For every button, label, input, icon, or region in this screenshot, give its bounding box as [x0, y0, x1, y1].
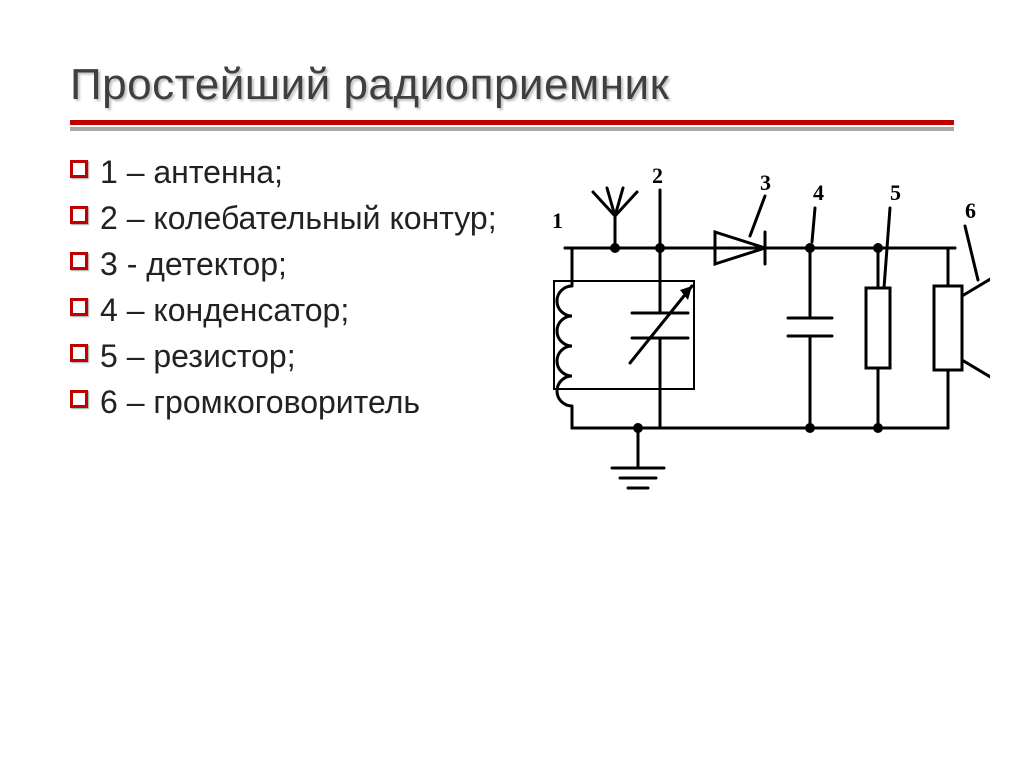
legend-text: 3 - детектор; — [100, 244, 287, 284]
legend-text: 1 – антенна; — [100, 152, 283, 192]
legend-text: 4 – конденсатор; — [100, 290, 349, 330]
title-underline — [70, 120, 954, 134]
list-item: 6 – громкоговоритель — [70, 382, 515, 422]
list-item: 4 – конденсатор; — [70, 290, 515, 330]
svg-text:6: 6 — [965, 198, 976, 223]
list-item: 5 – резистор; — [70, 336, 515, 376]
title-block: Простейший радиоприемник — [70, 60, 954, 134]
legend-text: 2 – колебательный контур; — [100, 198, 497, 238]
square-bullet-icon — [70, 252, 88, 270]
list-item: 1 – антенна; — [70, 152, 515, 192]
content: 1 – антенна; 2 – колебательный контур; 3… — [70, 152, 954, 428]
legend-text: 5 – резистор; — [100, 336, 296, 376]
svg-text:5: 5 — [890, 180, 901, 205]
circuit-svg: 1 2 3 4 5 6 — [510, 168, 990, 518]
list-item: 2 – колебательный контур; — [70, 198, 515, 238]
svg-text:4: 4 — [813, 180, 824, 205]
square-bullet-icon — [70, 390, 88, 408]
svg-text:2: 2 — [652, 168, 663, 188]
svg-text:1: 1 — [552, 208, 563, 233]
square-bullet-icon — [70, 344, 88, 362]
circuit-diagram: 1 2 3 4 5 6 — [510, 168, 990, 523]
square-bullet-icon — [70, 298, 88, 316]
square-bullet-icon — [70, 160, 88, 178]
list-item: 3 - детектор; — [70, 244, 515, 284]
square-bullet-icon — [70, 206, 88, 224]
slide-title: Простейший радиоприемник — [70, 60, 954, 110]
svg-text:3: 3 — [760, 170, 771, 195]
slide: Простейший радиоприемник 1 – антенна; 2 … — [0, 0, 1024, 767]
legend-text: 6 – громкоговоритель — [100, 382, 420, 422]
legend: 1 – антенна; 2 – колебательный контур; 3… — [70, 152, 515, 428]
